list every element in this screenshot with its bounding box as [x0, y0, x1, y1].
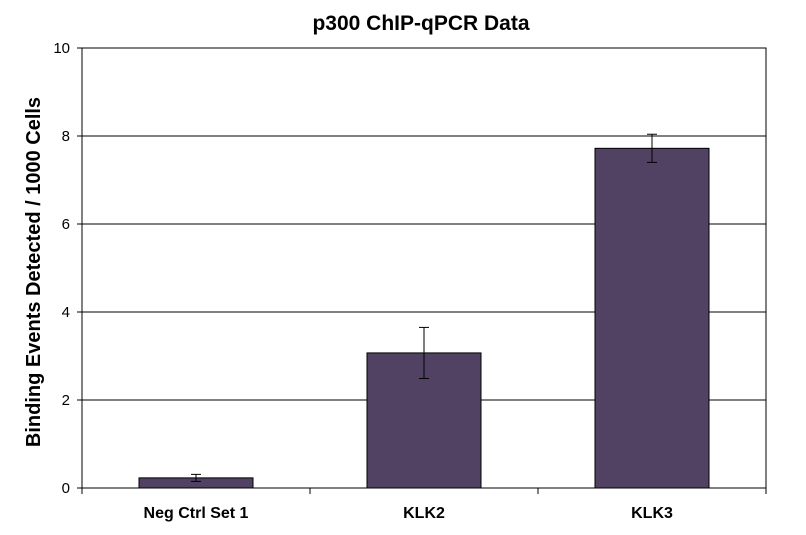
- bars: [138, 147, 710, 489]
- x-tick-label: KLK2: [403, 505, 445, 522]
- x-tick-label: Neg Ctrl Set 1: [144, 505, 249, 522]
- y-tick-label: 10: [53, 40, 70, 57]
- chart-title: p300 ChIP-qPCR Data: [312, 12, 529, 35]
- x-tick-labels: Neg Ctrl Set 1 KLK2 KLK3: [144, 505, 673, 522]
- y-tick-label: 2: [62, 392, 70, 409]
- error-bar: [647, 133, 657, 163]
- axes: [77, 47, 767, 494]
- error-bars: [191, 133, 657, 482]
- error-bar: [191, 473, 201, 482]
- y-tick-labels: 0 2 4 6 8 10: [53, 40, 70, 497]
- x-tick-label: KLK3: [631, 505, 673, 522]
- error-bar: [419, 326, 429, 379]
- bar: [594, 147, 710, 489]
- y-tick-label: 4: [62, 304, 70, 321]
- y-tick-label: 6: [62, 216, 70, 233]
- y-tick-label: 0: [62, 480, 70, 497]
- plot-frame: [81, 47, 767, 489]
- y-tick-label: 8: [62, 128, 70, 145]
- y-axis-label: Binding Events Detected / 1000 Cells: [23, 97, 45, 447]
